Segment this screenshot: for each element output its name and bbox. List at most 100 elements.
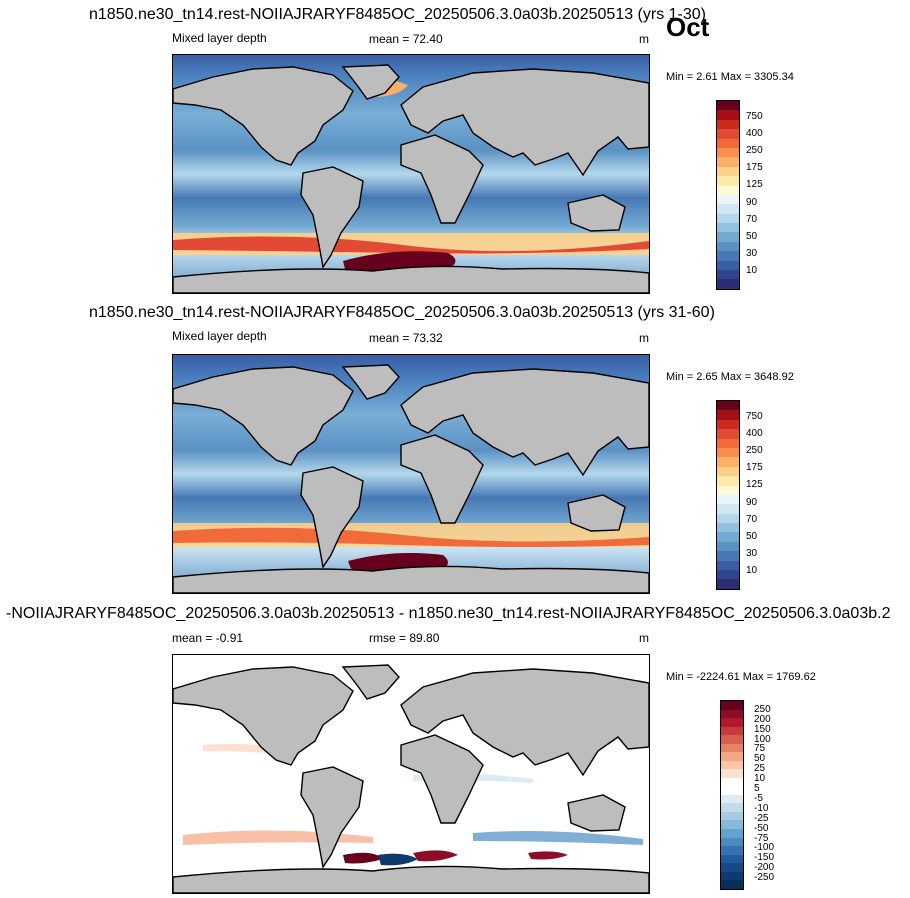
colorbar-tick-label: -200 bbox=[754, 862, 775, 874]
colorbar-swatch bbox=[717, 260, 739, 271]
colorbar-swatch bbox=[717, 570, 739, 580]
panel2-minmax: Min = 2.65 Max = 3648.92 bbox=[666, 371, 794, 383]
colorbar-swatch bbox=[717, 541, 739, 552]
panel2-mean-label: mean = 73.32 bbox=[369, 331, 443, 345]
colorbar-tick-label: 125 bbox=[746, 179, 763, 191]
panel1-mean-label: mean = 72.40 bbox=[369, 32, 443, 46]
panel3-units-label: m bbox=[639, 631, 649, 645]
panel1-minmax: Min = 2.61 Max = 3305.34 bbox=[666, 71, 794, 83]
colorbar-tick-label: -50 bbox=[754, 822, 769, 834]
colorbar-swatch bbox=[717, 410, 739, 420]
panel1-units-label: m bbox=[639, 32, 649, 46]
south-america bbox=[300, 766, 364, 869]
colorbar-swatch bbox=[717, 232, 739, 242]
colorbar-swatch bbox=[717, 270, 739, 280]
colorbar-swatch bbox=[717, 176, 739, 186]
colorbar-tick-label: 75 bbox=[754, 743, 766, 755]
weddell-neg bbox=[378, 853, 418, 866]
colorbar-swatch bbox=[717, 157, 739, 167]
ross-pos bbox=[528, 851, 568, 860]
colorbar-tick-label: 400 bbox=[746, 128, 763, 140]
colorbar-tick-label: -75 bbox=[754, 832, 769, 844]
panel3-title: -NOIIAJRARYF8485OC_20250506.3.0a03b.2025… bbox=[6, 605, 891, 622]
colorbar-swatch bbox=[721, 718, 743, 727]
south-america bbox=[300, 166, 364, 269]
colorbar-swatch bbox=[721, 880, 743, 889]
europe-asia bbox=[400, 668, 649, 777]
colorbar-swatch bbox=[721, 846, 743, 855]
africa bbox=[400, 734, 484, 824]
colorbar-swatch bbox=[721, 786, 743, 795]
colorbar-tick-label: -25 bbox=[754, 812, 769, 824]
southern-band-core bbox=[173, 236, 649, 254]
panel2-units-label: m bbox=[639, 331, 649, 345]
colorbar-tick-label: 70 bbox=[746, 213, 758, 225]
africa bbox=[400, 134, 484, 224]
colorbar-tick-label: 70 bbox=[746, 513, 758, 525]
panel3-map bbox=[172, 654, 650, 894]
colorbar-swatch bbox=[717, 476, 739, 486]
colorbar-tick-label: 30 bbox=[746, 247, 758, 259]
antarctica bbox=[173, 865, 649, 893]
colorbar-swatch bbox=[721, 811, 743, 821]
colorbar-tick-label: -10 bbox=[754, 802, 769, 814]
australia bbox=[567, 194, 626, 232]
colorbar-swatch bbox=[721, 769, 743, 778]
colorbar-swatch bbox=[717, 147, 739, 158]
australia bbox=[567, 494, 626, 532]
colorbar-tick-label: 750 bbox=[746, 411, 763, 423]
colorbar-tick-label: 200 bbox=[754, 713, 771, 725]
colorbar-swatch bbox=[717, 523, 739, 533]
colorbar-tick-label: 400 bbox=[746, 428, 763, 440]
colorbar-swatch bbox=[717, 504, 739, 514]
colorbar-tick-label: 10 bbox=[746, 264, 758, 276]
panel1-map bbox=[172, 54, 650, 294]
colorbar-tick-label: 175 bbox=[746, 462, 763, 474]
colorbar-swatch bbox=[717, 185, 739, 195]
colorbar-swatch bbox=[717, 447, 739, 458]
colorbar-swatch bbox=[717, 138, 739, 148]
australia bbox=[567, 794, 626, 832]
colorbar-swatch bbox=[717, 551, 739, 561]
colorbar-swatch bbox=[717, 101, 739, 111]
colorbar-tick-label: 10 bbox=[754, 773, 766, 785]
colorbar-swatch bbox=[721, 760, 743, 770]
colorbar-swatch bbox=[721, 735, 743, 744]
colorbar-swatch bbox=[717, 401, 739, 411]
colorbar-swatch bbox=[721, 752, 743, 761]
colorbar-swatch bbox=[717, 110, 739, 120]
land bbox=[173, 64, 649, 293]
colorbar-tick-label: 5 bbox=[754, 783, 760, 795]
colorbar-swatch bbox=[717, 579, 739, 589]
colorbar-swatch bbox=[721, 743, 743, 753]
colorbar-swatch bbox=[717, 438, 739, 448]
colorbar-swatch bbox=[721, 726, 743, 736]
weddell-pos-2 bbox=[413, 850, 458, 862]
colorbar-tick-label: 50 bbox=[746, 530, 758, 542]
colorbar-tick-label: 50 bbox=[746, 230, 758, 242]
colorbar-tick-label: 100 bbox=[754, 733, 771, 745]
panel2-title: n1850.ne30_tn14.rest-NOIIAJRARYF8485OC_2… bbox=[89, 304, 715, 321]
colorbar-swatch bbox=[721, 701, 743, 710]
africa bbox=[400, 434, 484, 524]
colorbar-swatch bbox=[721, 794, 743, 804]
panel3-minmax: Min = -2224.61 Max = 1769.62 bbox=[666, 671, 816, 683]
colorbar-tick-label: 250 bbox=[746, 145, 763, 157]
colorbar-swatch bbox=[717, 466, 739, 477]
colorbar-swatch bbox=[717, 560, 739, 571]
antarctica bbox=[173, 265, 649, 293]
colorbar-swatch bbox=[721, 828, 743, 838]
colorbar-swatch bbox=[721, 777, 743, 787]
land bbox=[173, 364, 649, 593]
colorbar-tick-label: 150 bbox=[754, 723, 771, 735]
north-america bbox=[173, 366, 354, 466]
greenland bbox=[341, 364, 400, 400]
colorbar-swatch bbox=[717, 419, 739, 430]
colorbar-swatch bbox=[721, 837, 743, 847]
europe-asia bbox=[400, 368, 649, 477]
colorbar-swatch bbox=[717, 513, 739, 524]
panel1-variable-label: Mixed layer depth bbox=[172, 31, 267, 45]
colorbar-tick-label: 175 bbox=[746, 162, 763, 174]
colorbar-tick-label: 750 bbox=[746, 111, 763, 123]
colorbar-swatch bbox=[717, 119, 739, 130]
